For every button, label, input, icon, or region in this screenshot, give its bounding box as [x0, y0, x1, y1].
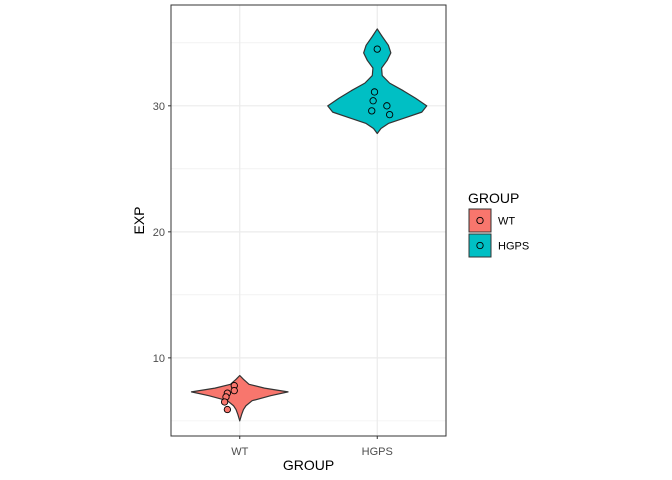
data-point-hgps-1: [370, 88, 379, 96]
data-point-wt-4: [220, 398, 229, 406]
violin-wt: [190, 374, 289, 422]
y-tick-label: 20: [153, 227, 165, 239]
legend-title: GROUP: [468, 190, 519, 206]
plot-panel: [171, 5, 446, 436]
data-point-wt-1: [230, 386, 238, 395]
violins: [190, 28, 428, 422]
legend: GROUP WT HGPS: [468, 190, 529, 258]
minor-gridlines: [171, 42, 446, 422]
data-points: [220, 45, 394, 414]
data-point-hgps-3: [383, 102, 391, 110]
y-axis-ticks: 10 20 30: [153, 101, 171, 365]
y-tick-label: 30: [153, 101, 165, 113]
data-point-hgps-4: [368, 107, 376, 115]
legend-key-point: [476, 241, 484, 250]
plot-panel-border: [170, 4, 447, 437]
data-point-wt-5: [223, 405, 232, 414]
x-axis-title: GROUP: [283, 457, 334, 473]
data-point-hgps-5: [385, 110, 394, 119]
legend-label-hgps: HGPS: [498, 241, 529, 253]
y-tick-label: 10: [153, 353, 165, 365]
legend-key-point: [476, 216, 484, 225]
x-tick-label: WT: [231, 446, 248, 458]
x-tick-label: HGPS: [362, 446, 393, 458]
violin-hgps: [327, 28, 428, 135]
data-point-hgps-2: [369, 97, 377, 105]
x-axis-ticks: WT HGPS: [231, 436, 393, 458]
y-axis-title: EXP: [131, 206, 147, 234]
legend-label-wt: WT: [498, 216, 515, 228]
data-point-hgps-0: [373, 45, 381, 53]
